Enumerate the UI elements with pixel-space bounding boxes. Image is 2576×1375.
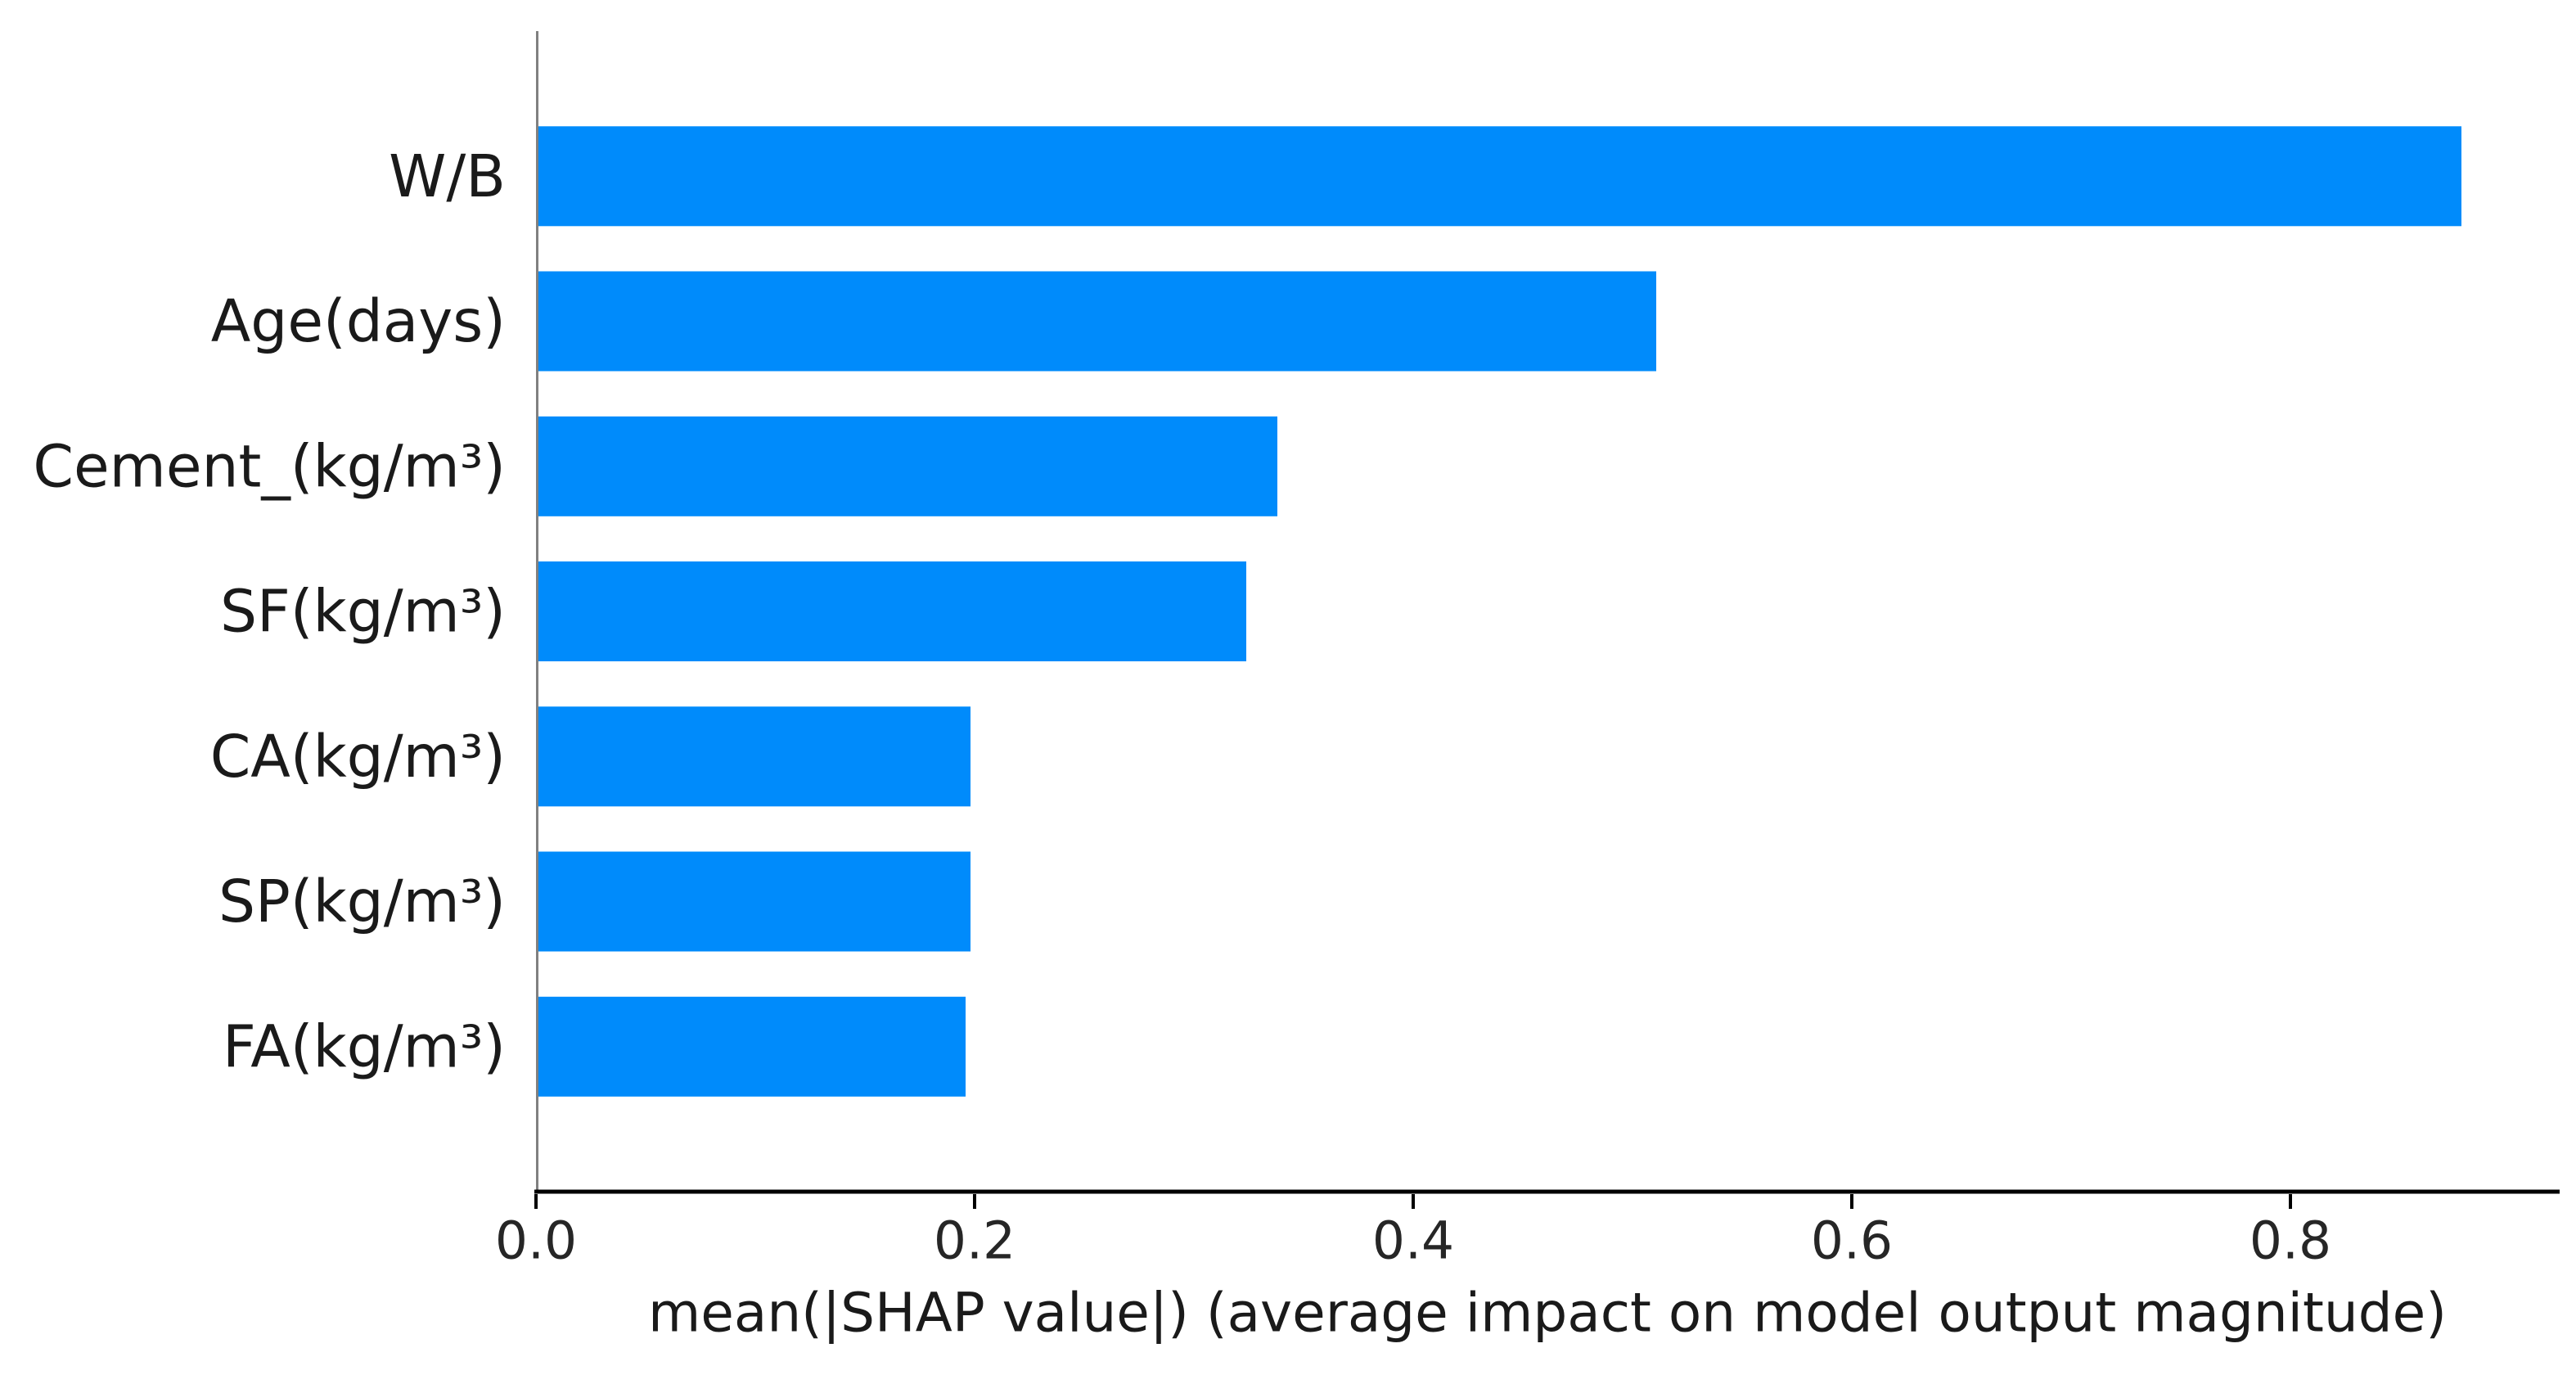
x-tick-label: 0.4 — [1372, 1211, 1454, 1271]
x-tick-label: 0.0 — [495, 1211, 577, 1271]
x-tick-label: 0.2 — [934, 1211, 1016, 1271]
bar-SF(kg/m³) — [536, 561, 1246, 661]
x-axis-label: mean(|SHAP value|) (average impact on mo… — [648, 1282, 2447, 1345]
bar-FA(kg/m³) — [536, 996, 966, 1097]
y-tick-label: SF(kg/m³) — [220, 578, 506, 646]
bar-W/B — [536, 126, 2461, 227]
bar-CA(kg/m³) — [536, 706, 971, 807]
y-tick-label: SP(kg/m³) — [218, 868, 506, 935]
bars-group — [536, 126, 2461, 1097]
y-tick-label: Cement_(kg/m³) — [33, 432, 506, 500]
bar-Age(days) — [536, 271, 1656, 372]
bar-Cement_(kg/m³) — [536, 416, 1277, 516]
x-tick-label: 0.8 — [2249, 1211, 2331, 1271]
y-tick-label: W/B — [389, 142, 506, 210]
x-axis-ticks: 0.0 0.2 0.4 0.6 0.8 — [495, 1194, 2331, 1271]
y-tick-label: Age(days) — [211, 287, 506, 355]
y-axis-labels: W/B Age(days) Cement_(kg/m³) SF(kg/m³) CA(kg… — [33, 142, 506, 1081]
y-tick-label: CA(kg/m³) — [210, 723, 506, 791]
y-tick-label: FA(kg/m³) — [223, 1012, 506, 1080]
x-tick-label: 0.6 — [1811, 1211, 1893, 1271]
bar-SP(kg/m³) — [536, 851, 971, 952]
axes-spines — [534, 31, 2560, 1194]
